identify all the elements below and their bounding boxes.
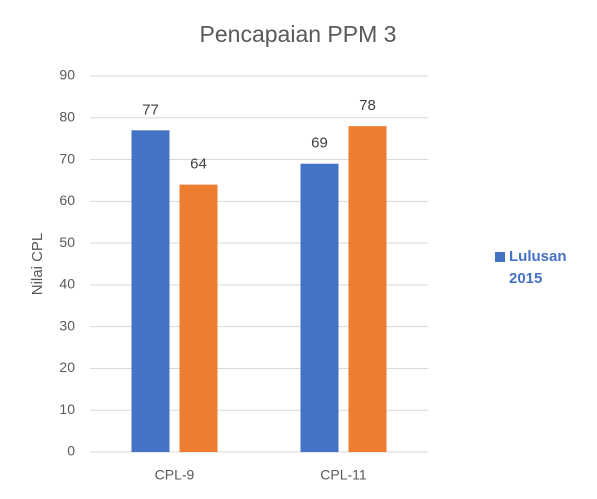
x-tick-label: CPL-9 <box>155 467 195 483</box>
y-axis-label: Nilai CPL <box>29 233 46 296</box>
bar <box>348 126 387 452</box>
value-label: 64 <box>190 156 207 173</box>
y-tick-label: 80 <box>59 108 75 124</box>
value-label: 69 <box>311 135 328 152</box>
y-tick-label: 70 <box>59 150 75 166</box>
y-tick-label: 90 <box>59 67 75 83</box>
y-tick-label: 50 <box>59 234 75 250</box>
x-tick-label: CPL-11 <box>320 467 367 483</box>
bar <box>131 130 170 453</box>
value-label: 77 <box>142 101 159 118</box>
y-tick-label: 30 <box>59 317 75 333</box>
y-tick-label: 10 <box>59 401 75 417</box>
chart-title: Pencapaian PPM 3 <box>200 21 397 47</box>
bar <box>300 163 339 452</box>
y-tick-label: 0 <box>67 443 75 459</box>
y-tick-label: 40 <box>59 276 75 292</box>
y-tick-label: 60 <box>59 192 75 208</box>
legend: Lulusan 2015 <box>495 246 587 290</box>
value-label: 78 <box>359 97 376 114</box>
legend-swatch <box>495 252 505 262</box>
legend-label: Lulusan 2015 <box>509 248 567 287</box>
bar <box>179 184 218 452</box>
y-tick-label: 20 <box>59 359 75 375</box>
